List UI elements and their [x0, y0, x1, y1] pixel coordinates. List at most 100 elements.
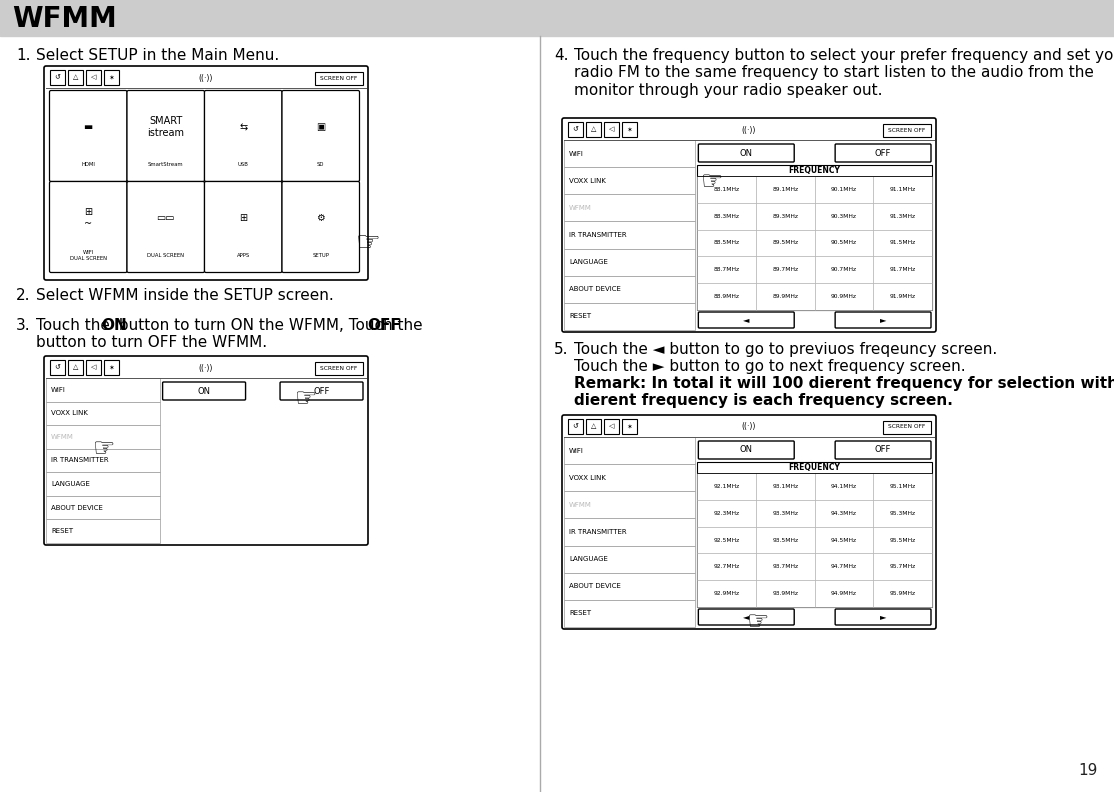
- FancyBboxPatch shape: [49, 181, 127, 272]
- Text: ON: ON: [101, 318, 127, 333]
- Text: Touch the: Touch the: [36, 318, 115, 333]
- Text: 92.7MHz: 92.7MHz: [714, 564, 740, 569]
- Text: IR TRANSMITTER: IR TRANSMITTER: [569, 232, 626, 238]
- Text: ABOUT DEVICE: ABOUT DEVICE: [51, 505, 102, 511]
- Text: ON: ON: [740, 445, 753, 455]
- Text: ☞: ☞: [701, 170, 723, 194]
- Text: ABOUT DEVICE: ABOUT DEVICE: [569, 583, 620, 589]
- Bar: [873, 230, 932, 257]
- Text: ↺: ↺: [573, 127, 578, 132]
- Text: ((·)): ((·)): [198, 74, 213, 82]
- Text: SCREEN OFF: SCREEN OFF: [888, 128, 926, 132]
- Text: ◄: ◄: [743, 612, 750, 622]
- Text: ↺: ↺: [55, 74, 60, 81]
- Text: ⊞
~: ⊞ ~: [85, 208, 92, 229]
- Text: ◁: ◁: [91, 364, 96, 371]
- Bar: [564, 194, 695, 222]
- Text: ((·)): ((·)): [742, 422, 756, 432]
- FancyBboxPatch shape: [163, 382, 245, 400]
- Text: OFF: OFF: [368, 318, 401, 333]
- FancyBboxPatch shape: [698, 441, 794, 459]
- Bar: [564, 140, 695, 167]
- Text: 94.9MHz: 94.9MHz: [831, 591, 857, 596]
- Bar: [697, 554, 756, 581]
- Text: 4.: 4.: [554, 48, 568, 63]
- Bar: [873, 500, 932, 527]
- FancyBboxPatch shape: [282, 90, 360, 181]
- Bar: [50, 360, 65, 375]
- Text: APPS: APPS: [236, 253, 250, 257]
- Text: VOXX LINK: VOXX LINK: [569, 177, 606, 184]
- Bar: [697, 203, 756, 230]
- Bar: [697, 176, 756, 203]
- Text: ◁: ◁: [91, 74, 96, 81]
- FancyBboxPatch shape: [43, 66, 368, 280]
- Text: 1.: 1.: [16, 48, 30, 63]
- Text: ◁: ◁: [609, 127, 614, 132]
- Text: LANGUAGE: LANGUAGE: [51, 481, 90, 487]
- Text: 89.9MHz: 89.9MHz: [772, 294, 799, 299]
- FancyBboxPatch shape: [282, 181, 360, 272]
- Text: SmartStream: SmartStream: [148, 162, 184, 166]
- Bar: [86, 360, 101, 375]
- Text: WIFI: WIFI: [51, 386, 66, 393]
- Text: ▣: ▣: [316, 122, 325, 132]
- Bar: [873, 176, 932, 203]
- Text: VOXX LINK: VOXX LINK: [569, 474, 606, 481]
- Bar: [883, 421, 931, 433]
- Bar: [586, 419, 600, 434]
- Bar: [104, 70, 119, 85]
- Bar: [756, 581, 814, 607]
- Text: WFMM: WFMM: [12, 5, 117, 33]
- Bar: [604, 419, 619, 434]
- Text: Touch the ► button to go to next frequency screen.: Touch the ► button to go to next frequen…: [574, 359, 966, 374]
- Text: 92.9MHz: 92.9MHz: [714, 591, 740, 596]
- Text: ☞: ☞: [355, 230, 381, 257]
- Text: LANGUAGE: LANGUAGE: [569, 259, 608, 265]
- Text: 89.3MHz: 89.3MHz: [772, 214, 799, 219]
- Text: 91.5MHz: 91.5MHz: [890, 241, 916, 246]
- Text: button to turn ON the WFMM, Touch the: button to turn ON the WFMM, Touch the: [114, 318, 428, 333]
- Bar: [315, 361, 363, 375]
- Text: ☞: ☞: [92, 437, 115, 461]
- Bar: [564, 573, 695, 600]
- Text: 95.1MHz: 95.1MHz: [890, 484, 916, 489]
- Bar: [814, 257, 873, 284]
- Text: ◁: ◁: [609, 424, 614, 429]
- Bar: [873, 527, 932, 554]
- Text: 95.9MHz: 95.9MHz: [890, 591, 916, 596]
- Text: 95.5MHz: 95.5MHz: [890, 538, 916, 543]
- Text: SD: SD: [317, 162, 324, 166]
- FancyBboxPatch shape: [836, 441, 931, 459]
- FancyBboxPatch shape: [127, 90, 205, 181]
- Text: 91.3MHz: 91.3MHz: [890, 214, 916, 219]
- Bar: [814, 527, 873, 554]
- Text: 90.5MHz: 90.5MHz: [831, 241, 857, 246]
- Bar: [697, 284, 756, 310]
- Text: SCREEN OFF: SCREEN OFF: [888, 425, 926, 429]
- Bar: [697, 500, 756, 527]
- Text: 93.1MHz: 93.1MHz: [772, 484, 799, 489]
- Text: 93.7MHz: 93.7MHz: [772, 564, 799, 569]
- Bar: [873, 203, 932, 230]
- Text: SCREEN OFF: SCREEN OFF: [321, 365, 358, 371]
- Text: 91.9MHz: 91.9MHz: [890, 294, 916, 299]
- FancyBboxPatch shape: [127, 181, 205, 272]
- Text: 89.7MHz: 89.7MHz: [772, 267, 799, 272]
- Bar: [604, 122, 619, 137]
- Bar: [756, 284, 814, 310]
- Bar: [564, 222, 695, 249]
- Text: SETUP: SETUP: [312, 253, 330, 257]
- Bar: [0, 0, 1114, 36]
- Bar: [697, 257, 756, 284]
- FancyBboxPatch shape: [698, 312, 794, 328]
- Text: FREQUENCY: FREQUENCY: [789, 166, 841, 175]
- Bar: [756, 230, 814, 257]
- Text: ►: ►: [880, 315, 887, 325]
- Text: 92.1MHz: 92.1MHz: [714, 484, 740, 489]
- Text: 95.3MHz: 95.3MHz: [890, 511, 916, 516]
- Text: ((·)): ((·)): [198, 364, 213, 372]
- FancyBboxPatch shape: [43, 356, 368, 545]
- Text: FREQUENCY: FREQUENCY: [789, 463, 841, 472]
- Text: Touch the ◄ button to go to previuos freqeuncy screen.: Touch the ◄ button to go to previuos fre…: [574, 342, 997, 357]
